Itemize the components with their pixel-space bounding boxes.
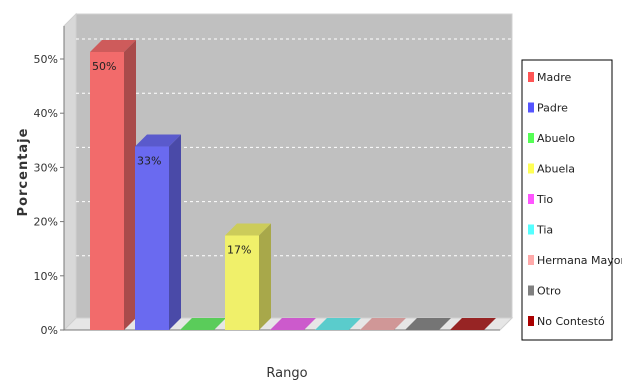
bar-abuelo	[180, 318, 226, 330]
bar-top	[135, 134, 181, 147]
bar-top	[225, 223, 271, 236]
bar-side	[124, 40, 136, 330]
legend-label: Madre	[537, 71, 571, 84]
data-label: 50%	[92, 60, 116, 73]
legend-item: Tio	[528, 193, 553, 206]
bar-no-contestó	[450, 318, 496, 330]
legend-swatch	[528, 316, 534, 326]
data-labels: 50% 33% 17%	[92, 60, 251, 256]
legend-swatch	[528, 72, 534, 82]
bar-side	[169, 134, 181, 330]
legend-item: Padre	[528, 102, 568, 115]
legend-label: Abuela	[537, 163, 575, 176]
legend-label: Abuelo	[537, 132, 575, 145]
legend-swatch	[528, 224, 534, 235]
plot-side-wall	[63, 12, 77, 332]
data-label: 33%	[137, 155, 161, 168]
legend-item: No Contestó	[528, 315, 605, 328]
bar-tio	[270, 318, 316, 330]
bar-top	[315, 318, 361, 330]
bar-top	[360, 318, 406, 330]
bar-hermana-mayor	[360, 318, 406, 330]
bar-tia	[315, 318, 361, 330]
y-tick-label: 50%	[34, 53, 58, 66]
y-axis-title: Porcentaje	[16, 128, 31, 217]
legend-label: No Contestó	[537, 315, 605, 328]
bar-front	[90, 52, 124, 330]
y-tick-label: 0%	[41, 324, 58, 337]
bar-abuela	[225, 223, 271, 330]
legend-label: Hermana Mayor	[537, 254, 622, 267]
legend-swatch	[528, 102, 534, 113]
legend: Madre Padre Abuelo Abuela Tio Tia Hermana Mayo…	[521, 59, 622, 341]
legend-swatch	[528, 133, 534, 143]
bar-otro	[405, 318, 451, 330]
legend-swatch	[528, 255, 534, 265]
legend-box	[521, 59, 613, 341]
bar-top	[405, 318, 451, 330]
bar-front	[135, 146, 169, 330]
legend-swatch	[528, 285, 534, 296]
bar-madre	[90, 40, 136, 330]
legend-label: Otro	[537, 285, 561, 298]
legend-item: Madre	[528, 71, 571, 84]
bar-front	[225, 235, 259, 330]
legend-label: Tio	[536, 193, 553, 206]
legend-swatch	[528, 163, 534, 174]
bar-top	[90, 40, 136, 52]
y-tick-label: 20%	[34, 216, 58, 229]
bars	[90, 40, 496, 330]
data-label: 17%	[227, 243, 251, 256]
bar-side	[259, 223, 271, 330]
y-tick-label: 40%	[34, 107, 58, 120]
legend-item: Tia	[528, 224, 553, 237]
bar-top	[450, 318, 496, 330]
legend-item: Otro	[528, 285, 561, 298]
bar-padre	[135, 134, 181, 330]
y-tick-label: 30%	[34, 161, 58, 174]
legend-swatch	[528, 194, 534, 204]
legend-label: Padre	[537, 102, 568, 115]
bar-top	[270, 318, 316, 330]
bar-top	[180, 318, 226, 330]
legend-item: Abuelo	[528, 132, 575, 145]
legend-item: Hermana Mayor	[528, 254, 622, 267]
y-tick-label: 10%	[34, 270, 58, 283]
legend-label: Tia	[536, 224, 553, 237]
legend-item: Abuela	[528, 163, 575, 176]
x-axis-title: Rango	[266, 366, 307, 381]
